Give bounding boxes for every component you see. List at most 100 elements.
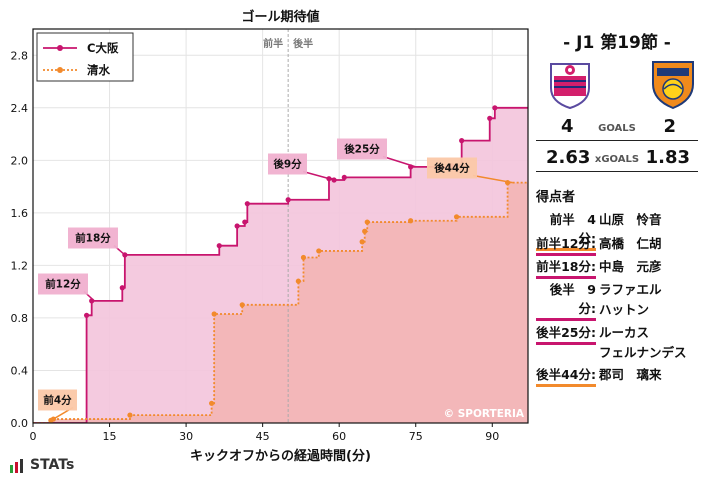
home-xg: 2.63 (546, 147, 591, 168)
scorer-name-line2: ハットン (599, 302, 650, 317)
y-tick-label: 1.6 (11, 207, 29, 220)
series-area-1 (50, 182, 528, 423)
home-goals: 4 (561, 116, 574, 137)
goals-row: 4 GOALS 2 (536, 114, 698, 141)
data-point (285, 197, 291, 203)
half-label-second: 後半 (293, 37, 313, 50)
y-tick-label: 2.4 (11, 102, 29, 115)
watermark: © SPORTERIA (444, 408, 525, 420)
scorer-time: 後半 9分: (536, 279, 596, 321)
annotation-box (68, 227, 118, 249)
chart-title: ゴール期待値 (241, 9, 319, 25)
x-tick-label: 75 (409, 430, 423, 443)
x-tick-label: 60 (332, 430, 346, 443)
xg-label: xGOALS (594, 154, 640, 165)
away-xg: 1.83 (645, 147, 690, 168)
scorer-row: 後半44分: 郡司 璃来 (536, 364, 662, 387)
away-team-badge (652, 61, 694, 110)
annotation-leader (302, 170, 335, 181)
data-point (209, 400, 215, 406)
data-point (295, 278, 301, 284)
scorer-time: 前半12分: (536, 233, 596, 256)
scorer-name: ルーカス (599, 325, 650, 340)
annotation-label: 後25分 (343, 143, 380, 156)
x-axis-label: キックオフからの経過時間(分) (190, 448, 371, 464)
data-point (359, 239, 365, 245)
data-point (459, 138, 465, 144)
legend-label-0: C大阪 (87, 41, 119, 55)
data-point (316, 248, 322, 254)
data-point (242, 219, 248, 225)
scorer-name: 郡司 璃来 (599, 367, 662, 382)
annotation-label: 後44分 (433, 162, 470, 175)
data-point (364, 219, 370, 225)
scorer-name: 山原 怜音 (599, 212, 662, 227)
brand-name: STATs (30, 457, 75, 473)
scorer-row: 後半25分: ルーカス フェルナンデス (536, 322, 687, 360)
xg-chart: 0.0 0.4 0.8 1.2 1.6 2.0 2.4 2.8 0 15 30 45 60 75 90 前半後… (11, 9, 529, 464)
x-tick-label: 0 (30, 430, 37, 443)
annotation-box (427, 157, 477, 179)
scorer-time: 前半18分: (536, 256, 596, 279)
round-title: - J1 第19節 - (563, 33, 671, 53)
y-tick-label: 1.2 (11, 259, 29, 272)
scorer-row: 前半12分: 高橋 仁胡 (536, 233, 662, 256)
y-tick-label: 2.0 (11, 154, 29, 167)
scorer-time: 前半 4分: (536, 209, 596, 251)
annotation-label: 前12分 (45, 278, 81, 291)
annotation-box (38, 389, 77, 411)
data-point (300, 254, 307, 261)
scorer-name: ラファエル (599, 282, 662, 297)
data-point (211, 311, 217, 317)
legend-box (36, 32, 134, 82)
data-point (492, 105, 498, 111)
scorer-name: 高橋 仁胡 (599, 236, 662, 251)
data-point (127, 412, 133, 418)
plot-area (33, 29, 528, 423)
y-tick-label: 0.4 (11, 364, 29, 377)
y-tick-label: 2.8 (11, 49, 29, 62)
annotation-box (268, 153, 307, 175)
scorer-row: 後半 9分:ラファエルハットン (536, 279, 662, 321)
x-tick-label: 90 (485, 430, 499, 443)
home-team-badge (550, 63, 590, 110)
data-point (244, 201, 250, 207)
half-label-first: 前半 (263, 37, 283, 50)
stats-logo: STATs (10, 457, 74, 473)
data-point (216, 243, 222, 249)
stats-bars-icon (10, 459, 23, 473)
data-point (453, 214, 460, 220)
legend-label-1: 清水 (87, 63, 110, 77)
y-tick-label: 0.8 (11, 312, 29, 325)
xg-row: 2.63 xGOALS 1.83 (536, 145, 698, 172)
annotation-box (38, 273, 88, 295)
annotation-leader (382, 155, 416, 168)
scorer-time: 後半25分: (536, 322, 596, 345)
annotation-box (337, 138, 387, 160)
goals-label: GOALS (598, 123, 636, 134)
annotation-label: 前4分 (43, 394, 72, 407)
data-point (234, 223, 240, 229)
legend-marker-1 (57, 67, 63, 73)
scorer-row: 前半18分: 中島 元彦 (536, 256, 662, 279)
scorers-title: 得点者 (536, 190, 576, 205)
data-point (119, 285, 125, 291)
y-tick-label: 0.0 (11, 417, 29, 430)
scorer-time: 後半44分: (536, 364, 596, 387)
plot-frame (32, 28, 529, 424)
scorer-name: 中島 元彦 (599, 259, 662, 274)
data-point (487, 115, 493, 121)
data-point (83, 312, 90, 318)
x-tick-label: 30 (179, 430, 193, 443)
x-tick-label: 15 (103, 430, 117, 443)
legend-marker-0 (57, 45, 63, 51)
scorer-row: 前半 4分:山原 怜音 (536, 209, 662, 251)
x-tick-label: 45 (256, 430, 270, 443)
annotation-leader (472, 174, 513, 184)
data-point (362, 228, 368, 234)
away-goals: 2 (663, 116, 676, 137)
annotation-label: 後9分 (272, 158, 302, 171)
data-point (408, 218, 414, 224)
data-point (341, 174, 347, 181)
annotation-label: 前18分 (75, 232, 111, 245)
